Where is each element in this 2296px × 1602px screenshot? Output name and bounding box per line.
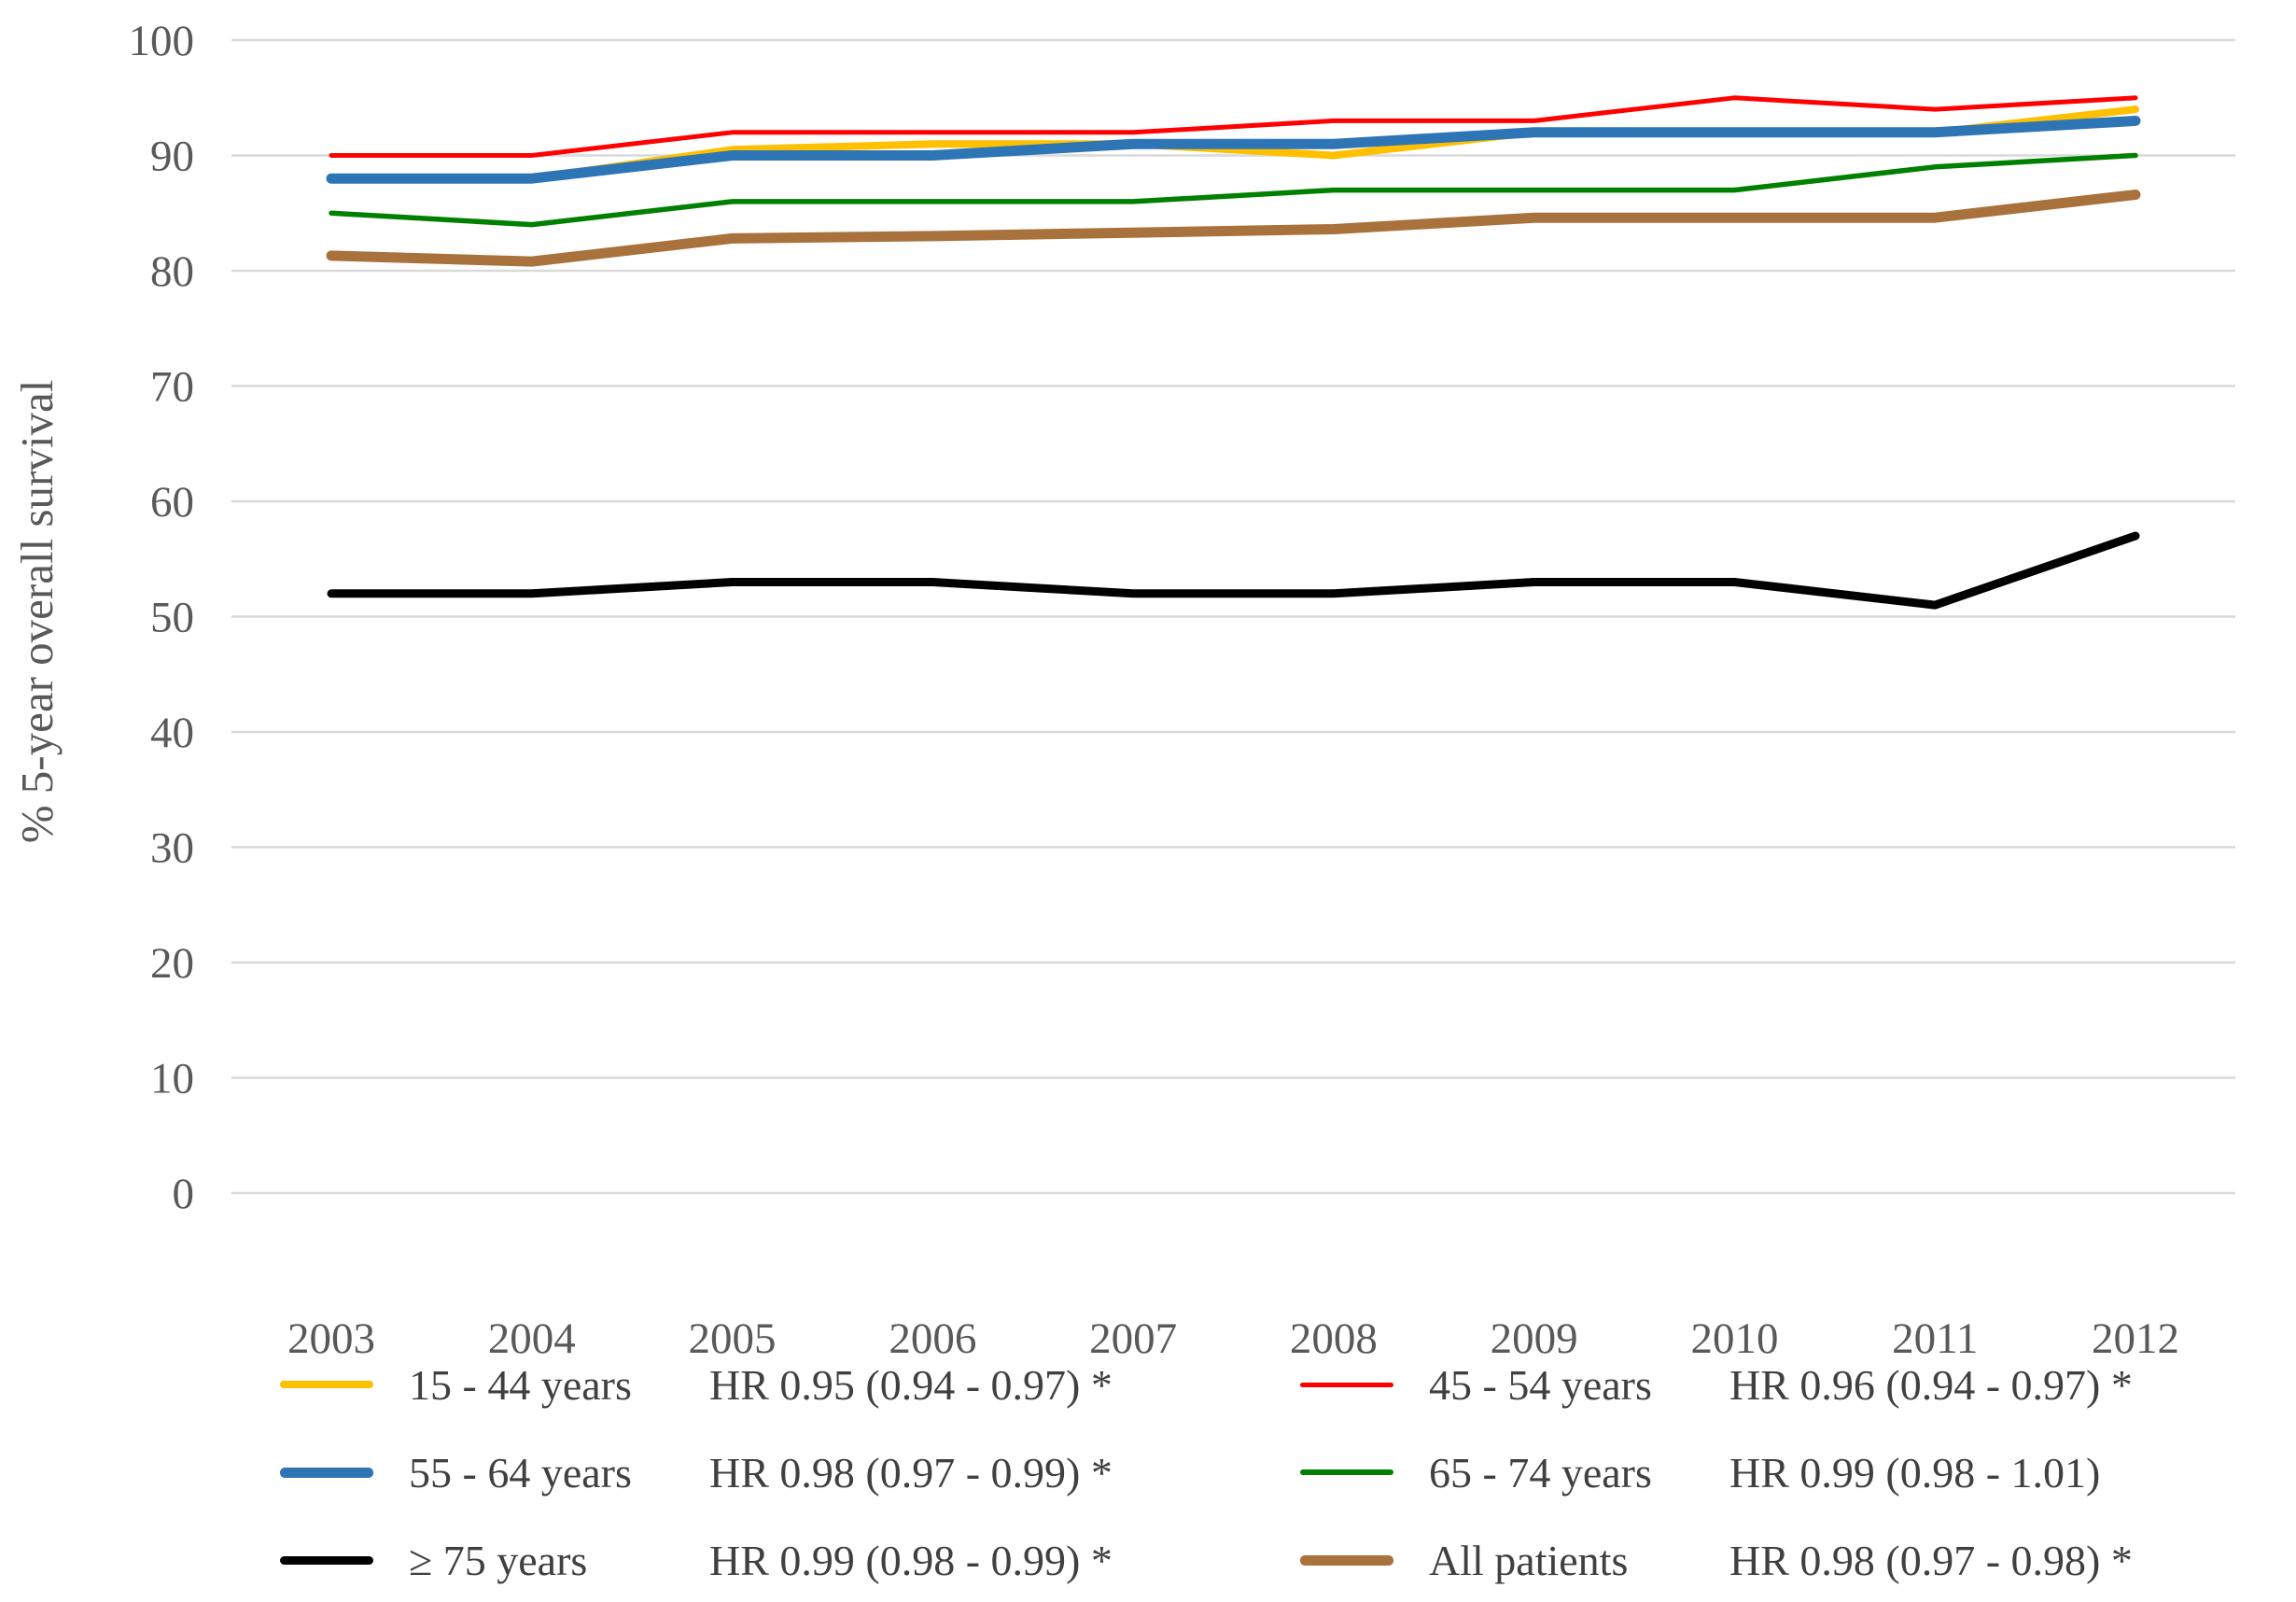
- series-line-2: [326, 115, 2141, 184]
- legend-label: ≥ 75 years: [409, 1536, 588, 1584]
- x-tick-label: 2010: [1690, 1314, 1778, 1363]
- legend-label: 65 - 74 years: [1429, 1448, 1652, 1497]
- legend-label: 15 - 44 years: [409, 1360, 632, 1409]
- y-tick-label: 60: [150, 478, 194, 527]
- x-tick-label: 2012: [2092, 1314, 2179, 1363]
- y-tick-label: 20: [150, 939, 194, 988]
- legend-label: 55 - 64 years: [409, 1448, 632, 1497]
- legend-swatch-all-patients-line: [1300, 1554, 1393, 1566]
- x-tick-label: 2008: [1290, 1314, 1378, 1363]
- x-tick-label: 2003: [287, 1314, 375, 1363]
- x-tick-label: 2009: [1491, 1314, 1578, 1363]
- y-tick-label: 0: [173, 1170, 195, 1218]
- legend-hazard-ratio: HR 0.99 (0.98 - 0.99) *: [709, 1536, 1113, 1584]
- legend-item-45-54-years: 45 - 54 years HR 0.96 (0.94 - 0.97) *: [1300, 1356, 2231, 1413]
- series-line-1: [329, 95, 2138, 158]
- legend-swatch-15-44-line: [280, 1381, 373, 1388]
- legend-swatch-45-54-line: [1300, 1382, 1393, 1387]
- legend-swatch-65-74-line: [1300, 1469, 1393, 1475]
- legend-swatch-75-plus-line: [280, 1555, 373, 1565]
- series-line-3: [329, 152, 2138, 228]
- legend-hazard-ratio: HR 0.95 (0.94 - 0.97) *: [709, 1360, 1113, 1409]
- legend-hazard-ratio: HR 0.98 (0.97 - 0.99) *: [709, 1448, 1113, 1497]
- y-tick-label: 100: [129, 17, 195, 65]
- x-tick-label: 2006: [889, 1314, 976, 1363]
- x-tick-label: 2004: [488, 1314, 576, 1363]
- y-tick-label: 70: [150, 363, 194, 412]
- legend: 15 - 44 years HR 0.95 (0.94 - 0.97) * 45…: [280, 1356, 2231, 1589]
- legend-hazard-ratio: HR 0.98 (0.97 - 0.98) *: [1729, 1536, 2133, 1584]
- legend-swatch-55-64-line: [280, 1467, 373, 1478]
- legend-item-15-44-years: 15 - 44 years HR 0.95 (0.94 - 0.97) *: [280, 1356, 1300, 1413]
- legend-hazard-ratio: HR 0.99 (0.98 - 1.01): [1729, 1448, 2101, 1497]
- y-axis-title: % 5-year overall survival: [11, 380, 63, 844]
- legend-item-all-patients: All patients HR 0.98 (0.97 - 0.98) *: [1300, 1531, 2231, 1589]
- legend-label: 45 - 54 years: [1429, 1360, 1652, 1409]
- series-line-4: [327, 531, 2140, 610]
- x-tick-label: 2007: [1089, 1314, 1177, 1363]
- series-line-5: [326, 190, 2141, 267]
- y-tick-label: 30: [150, 824, 194, 873]
- x-tick-label: 2005: [689, 1314, 777, 1363]
- y-tick-label: 50: [150, 594, 194, 642]
- y-tick-label: 80: [150, 247, 194, 296]
- legend-item-65-74-years: 65 - 74 years HR 0.99 (0.98 - 1.01): [1300, 1443, 2231, 1501]
- x-tick-label: 2011: [1892, 1314, 1978, 1363]
- legend-hazard-ratio: HR 0.96 (0.94 - 0.97) *: [1729, 1360, 2133, 1409]
- legend-item-75-plus-years: ≥ 75 years HR 0.99 (0.98 - 0.99) *: [280, 1531, 1300, 1589]
- y-tick-label: 90: [150, 133, 194, 181]
- y-tick-label: 40: [150, 709, 194, 757]
- legend-label: All patients: [1429, 1536, 1629, 1584]
- y-tick-label: 10: [150, 1055, 194, 1103]
- legend-item-55-64-years: 55 - 64 years HR 0.98 (0.97 - 0.99) *: [280, 1443, 1300, 1501]
